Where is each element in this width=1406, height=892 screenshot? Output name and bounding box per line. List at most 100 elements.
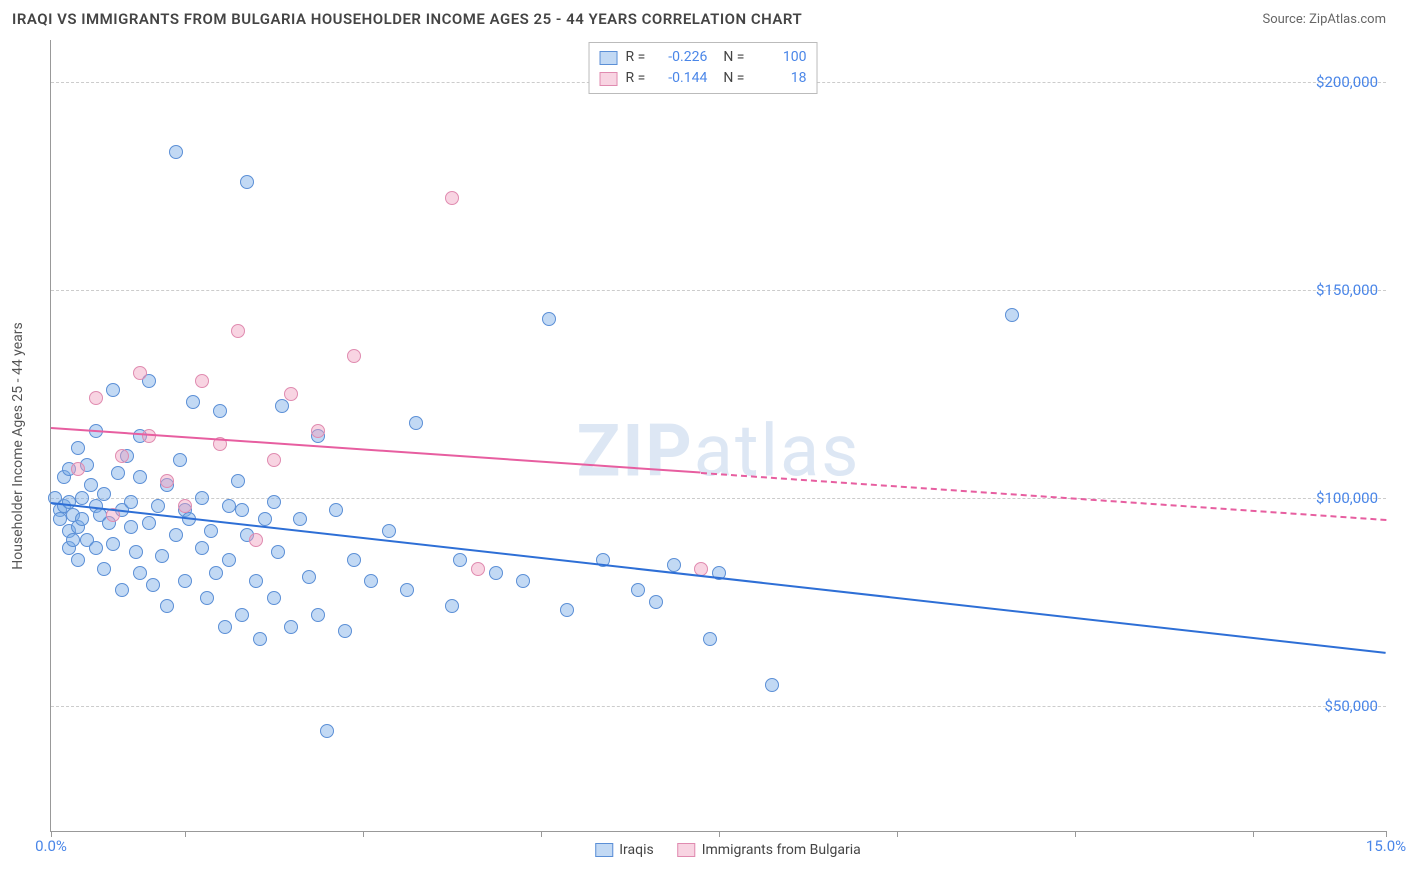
x-axis-min-label: 0.0% xyxy=(35,837,67,855)
stats-row-bulgaria: R = -0.144 N = 18 xyxy=(600,68,807,89)
gridline xyxy=(51,706,1386,707)
data-point xyxy=(235,503,249,517)
x-tick xyxy=(1075,831,1076,837)
data-point xyxy=(489,566,503,580)
data-point xyxy=(75,512,89,526)
data-point xyxy=(560,603,574,617)
data-point xyxy=(293,512,307,526)
x-tick xyxy=(897,831,898,837)
data-point xyxy=(169,145,183,159)
data-point xyxy=(66,533,80,547)
data-point xyxy=(703,632,717,646)
data-point xyxy=(445,599,459,613)
y-tick-label: $200,000 xyxy=(1316,73,1378,91)
data-point xyxy=(347,553,361,567)
data-point xyxy=(106,383,120,397)
data-point xyxy=(75,491,89,505)
data-point xyxy=(71,441,85,455)
data-point xyxy=(97,487,111,501)
source-link[interactable]: ZipAtlas.com xyxy=(1309,12,1386,27)
data-point xyxy=(160,599,174,613)
data-point xyxy=(302,570,316,584)
gridline xyxy=(51,290,1386,291)
swatch-iraqis xyxy=(600,51,618,65)
data-point xyxy=(178,499,192,513)
data-point xyxy=(222,553,236,567)
data-point xyxy=(649,595,663,609)
data-point xyxy=(240,175,254,189)
trend-line xyxy=(51,427,701,474)
data-point xyxy=(155,549,169,563)
data-point xyxy=(124,520,138,534)
data-point xyxy=(400,583,414,597)
data-point xyxy=(631,583,645,597)
data-point xyxy=(124,495,138,509)
data-point xyxy=(249,574,263,588)
x-tick xyxy=(719,831,720,837)
y-tick-label: $50,000 xyxy=(1324,697,1378,715)
correlation-stats-box: R = -0.226 N = 100 R = -0.144 N = 18 xyxy=(589,42,818,94)
data-point xyxy=(173,453,187,467)
swatch-bulgaria xyxy=(600,72,618,86)
data-point xyxy=(275,399,289,413)
x-tick xyxy=(1253,831,1254,837)
data-point xyxy=(231,474,245,488)
x-tick xyxy=(541,831,542,837)
chart-title: IRAQI VS IMMIGRANTS FROM BULGARIA HOUSEH… xyxy=(12,10,802,28)
data-point xyxy=(133,470,147,484)
data-point xyxy=(115,583,129,597)
legend-swatch-iraqis xyxy=(595,843,613,857)
data-point xyxy=(133,366,147,380)
data-point xyxy=(200,591,214,605)
data-point xyxy=(445,191,459,205)
legend-swatch-bulgaria xyxy=(678,843,696,857)
data-point xyxy=(115,449,129,463)
data-point xyxy=(1005,308,1019,322)
data-point xyxy=(160,474,174,488)
data-point xyxy=(516,574,530,588)
data-point xyxy=(169,528,183,542)
y-tick-label: $150,000 xyxy=(1316,281,1378,299)
data-point xyxy=(253,632,267,646)
y-tick-label: $100,000 xyxy=(1316,489,1378,507)
chart-header: IRAQI VS IMMIGRANTS FROM BULGARIA HOUSEH… xyxy=(0,0,1406,36)
data-point xyxy=(765,678,779,692)
data-point xyxy=(97,562,111,576)
data-point xyxy=(267,591,281,605)
data-point xyxy=(89,541,103,555)
gridline xyxy=(51,498,1386,499)
source-attribution: Source: ZipAtlas.com xyxy=(1262,12,1386,27)
x-axis-max-label: 15.0% xyxy=(1366,837,1406,855)
data-point xyxy=(347,349,361,363)
data-point xyxy=(382,524,396,538)
scatter-plot-area: ZIPatlas $50,000$100,000$150,000$200,000… xyxy=(50,40,1386,832)
data-point xyxy=(231,324,245,338)
data-point xyxy=(284,620,298,634)
data-point xyxy=(311,608,325,622)
data-point xyxy=(311,424,325,438)
data-point xyxy=(267,495,281,509)
data-point xyxy=(258,512,272,526)
data-point xyxy=(320,724,334,738)
data-point xyxy=(186,395,200,409)
data-point xyxy=(178,574,192,588)
x-tick xyxy=(185,831,186,837)
data-point xyxy=(129,545,143,559)
data-point xyxy=(542,312,556,326)
data-point xyxy=(133,566,147,580)
data-point xyxy=(471,562,485,576)
data-point xyxy=(667,558,681,572)
data-point xyxy=(146,578,160,592)
data-point xyxy=(267,453,281,467)
legend-item-iraqis: Iraqis xyxy=(595,842,653,858)
data-point xyxy=(329,503,343,517)
data-point xyxy=(53,512,67,526)
data-point xyxy=(271,545,285,559)
data-point xyxy=(338,624,352,638)
y-axis-title: Householder Income Ages 25 - 44 years xyxy=(10,322,26,569)
bottom-legend: Iraqis Immigrants from Bulgaria xyxy=(595,842,861,858)
data-point xyxy=(89,391,103,405)
trend-line xyxy=(701,472,1386,521)
data-point xyxy=(209,566,223,580)
data-point xyxy=(218,620,232,634)
